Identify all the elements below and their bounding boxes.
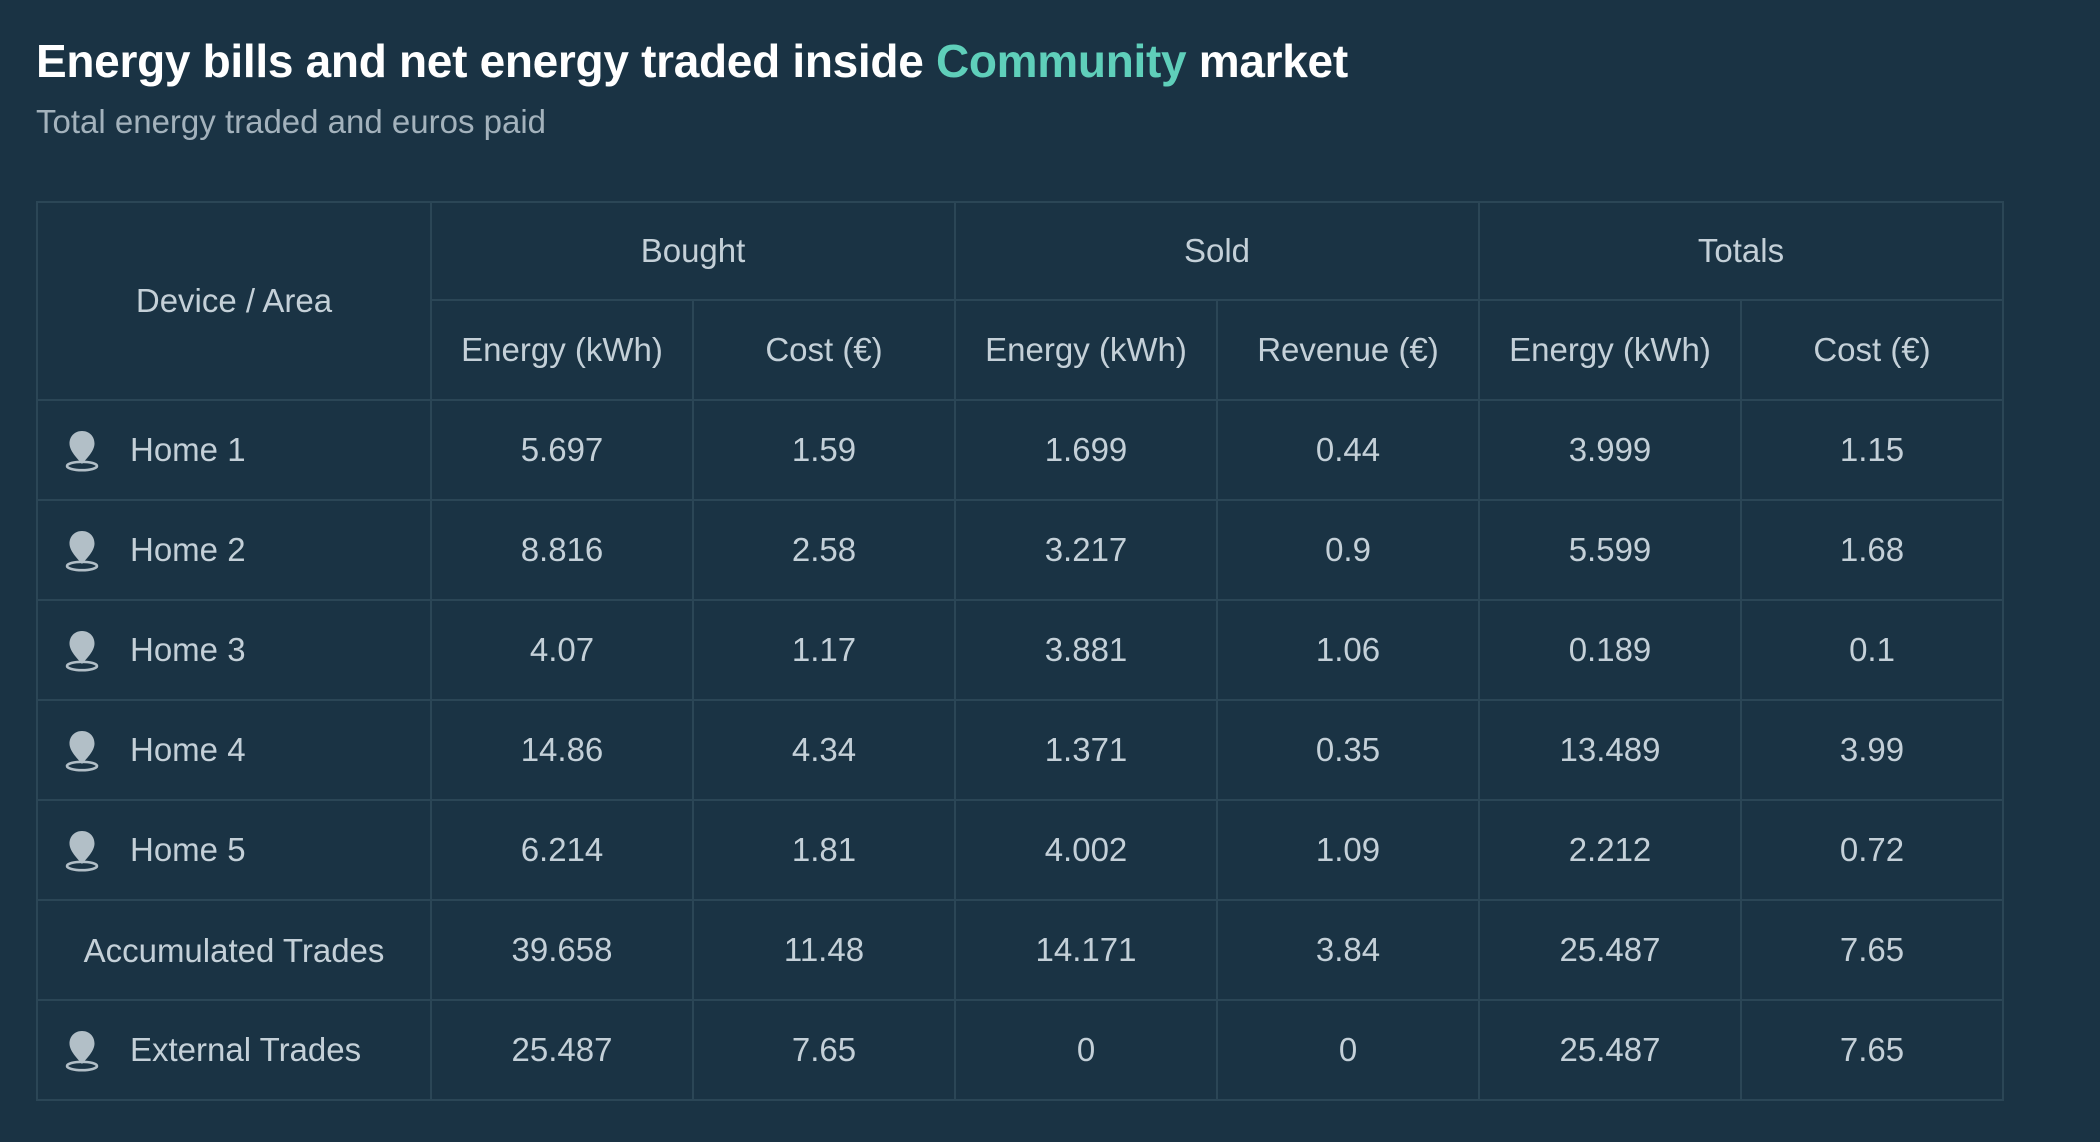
table-cell: 6.214 xyxy=(430,799,694,901)
table-cell: 14.86 xyxy=(430,699,694,801)
column-header: Energy (kWh) xyxy=(430,299,694,401)
column-header: Cost (€) xyxy=(692,299,956,401)
table-group-header-row: Device / Area Bought Sold Totals xyxy=(36,201,2004,401)
table-cell: 0.1 xyxy=(1740,599,2004,701)
column-header: Energy (kWh) xyxy=(1478,299,1742,401)
table-cell: 3.217 xyxy=(954,499,1218,601)
table-cell: 4.07 xyxy=(430,599,694,701)
row-label-cell: Accumulated Trades xyxy=(36,899,432,1001)
table-cell: 7.65 xyxy=(1740,999,2004,1101)
table-cell: 0.189 xyxy=(1478,599,1742,701)
table-cell: 25.487 xyxy=(1478,999,1742,1101)
title-suffix: market xyxy=(1186,35,1348,87)
table-cell: 1.06 xyxy=(1216,599,1480,701)
table-row: Home 2 8.816 2.58 3.217 0.9 5.599 1.68 xyxy=(36,499,2004,601)
table-cell: 1.699 xyxy=(954,399,1218,501)
table-cell: 25.487 xyxy=(1478,899,1742,1001)
table-cell: 0.35 xyxy=(1216,699,1480,801)
table-row: Home 3 4.07 1.17 3.881 1.06 0.189 0.1 xyxy=(36,599,2004,701)
table-cell: 0.9 xyxy=(1216,499,1480,601)
row-label: Home 3 xyxy=(130,631,246,668)
table-cell: 1.59 xyxy=(692,399,956,501)
table-cell: 1.17 xyxy=(692,599,956,701)
house-marker-icon xyxy=(62,728,102,772)
table-cell: 13.489 xyxy=(1478,699,1742,801)
table-cell: 0.44 xyxy=(1216,399,1480,501)
page-subtitle: Total energy traded and euros paid xyxy=(36,103,547,140)
totals-group-header: Totals xyxy=(1478,201,2004,301)
row-label: Home 4 xyxy=(130,731,246,768)
row-label-cell: Home 3 xyxy=(36,599,432,701)
row-label-cell: External Trades xyxy=(36,999,432,1101)
column-header: Energy (kWh) xyxy=(954,299,1218,401)
table-cell: 1.68 xyxy=(1740,499,2004,601)
house-marker-icon xyxy=(62,428,102,472)
table-cell: 0.72 xyxy=(1740,799,2004,901)
sold-group-header: Sold xyxy=(954,201,1480,301)
table-cell: 1.371 xyxy=(954,699,1218,801)
table-row: Home 4 14.86 4.34 1.371 0.35 13.489 3.99 xyxy=(36,699,2004,801)
table-cell: 1.09 xyxy=(1216,799,1480,901)
table-row: Home 1 5.697 1.59 1.699 0.44 3.999 1.15 xyxy=(36,399,2004,501)
table-cell: 7.65 xyxy=(692,999,956,1101)
energy-bills-panel: Energy bills and net energy traded insid… xyxy=(36,28,2026,1101)
table-cell: 4.002 xyxy=(954,799,1218,901)
row-label: Home 5 xyxy=(130,831,246,868)
table-sub-header-row: Energy (kWh) Cost (€) Energy (kWh) Reven… xyxy=(37,299,2004,401)
column-header: Cost (€) xyxy=(1740,299,2004,401)
row-label-cell: Home 1 xyxy=(36,399,432,501)
table-cell: 3.999 xyxy=(1478,399,1742,501)
column-header: Revenue (€) xyxy=(1216,299,1480,401)
house-marker-icon xyxy=(62,628,102,672)
row-label-cell: Home 5 xyxy=(36,799,432,901)
table-cell: 3.881 xyxy=(954,599,1218,701)
page-title: Energy bills and net energy traded insid… xyxy=(36,28,2026,94)
table-cell: 1.81 xyxy=(692,799,956,901)
table-cell: 4.34 xyxy=(692,699,956,801)
table-cell: 11.48 xyxy=(692,899,956,1001)
row-label: Accumulated Trades xyxy=(83,932,385,970)
table-cell: 8.816 xyxy=(430,499,694,601)
table-cell: 3.99 xyxy=(1740,699,2004,801)
title-market-name: Community xyxy=(935,35,1187,87)
table-cell: 2.58 xyxy=(692,499,956,601)
table-cell: 2.212 xyxy=(1478,799,1742,901)
house-marker-icon xyxy=(62,528,102,572)
row-label: Home 2 xyxy=(130,531,246,568)
table-row: External Trades 25.487 7.65 0 0 25.487 7.65 xyxy=(36,999,2004,1101)
table-cell: 25.487 xyxy=(430,999,694,1101)
table-cell: 5.697 xyxy=(430,399,694,501)
device-area-header: Device / Area xyxy=(36,201,432,401)
bought-group-header: Bought xyxy=(430,201,956,301)
row-label-cell: Home 2 xyxy=(36,499,432,601)
table-cell: 5.599 xyxy=(1478,499,1742,601)
table-row: Accumulated Trades 39.658 11.48 14.171 3.84 2… xyxy=(36,899,2004,1001)
energy-bills-table: Device / Area Bought Sold Totals Energy … xyxy=(36,201,2004,1101)
row-label: Home 1 xyxy=(130,431,246,468)
title-prefix: Energy bills and net energy traded insid… xyxy=(36,35,936,87)
row-label: External Trades xyxy=(130,1031,362,1068)
table-cell: 7.65 xyxy=(1740,899,2004,1001)
house-marker-icon xyxy=(62,828,102,872)
house-marker-icon xyxy=(62,1028,102,1072)
table-cell: 0 xyxy=(1216,999,1480,1101)
table-cell: 1.15 xyxy=(1740,399,2004,501)
table-row: Home 5 6.214 1.81 4.002 1.09 2.212 0.72 xyxy=(36,799,2004,901)
table-cell: 39.658 xyxy=(430,899,694,1001)
table-cell: 14.171 xyxy=(954,899,1218,1001)
table-cell: 3.84 xyxy=(1216,899,1480,1001)
row-label-cell: Home 4 xyxy=(36,699,432,801)
table-cell: 0 xyxy=(954,999,1218,1101)
